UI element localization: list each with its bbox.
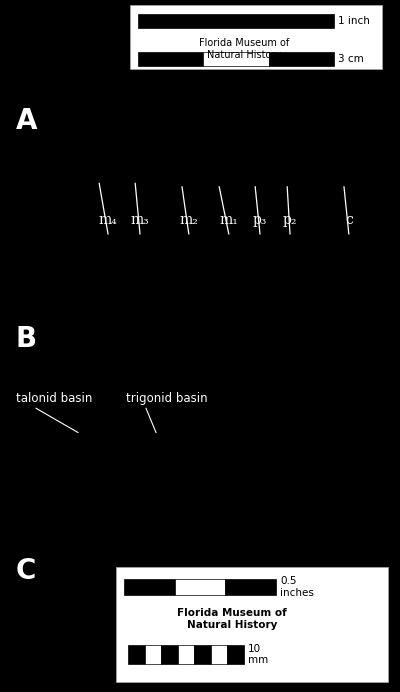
Text: B: B	[16, 325, 37, 353]
Text: 3 cm: 3 cm	[338, 54, 364, 64]
Text: trigonid basin: trigonid basin	[126, 392, 208, 405]
Bar	[138, 52, 203, 66]
Text: C: C	[16, 557, 36, 585]
Bar	[124, 579, 175, 595]
Text: Florida Museum of
Natural History: Florida Museum of Natural History	[177, 608, 287, 630]
Bar	[194, 645, 211, 664]
Text: A: A	[16, 107, 38, 135]
Text: 10
mm: 10 mm	[248, 644, 268, 666]
Bar	[161, 645, 178, 664]
Text: talonid basin: talonid basin	[16, 392, 92, 405]
Text: 1 inch: 1 inch	[338, 16, 370, 26]
Text: m₄: m₄	[99, 213, 117, 227]
Bar	[130, 5, 382, 69]
Text: c: c	[345, 213, 353, 227]
Bar	[138, 14, 334, 28]
Text: p₃: p₃	[253, 213, 267, 227]
Bar	[175, 579, 225, 595]
Text: Florida Museum of
Natural History: Florida Museum of Natural History	[199, 38, 289, 60]
Bar	[228, 645, 244, 664]
Bar	[128, 645, 144, 664]
Text: m₃: m₃	[131, 213, 149, 227]
Text: m₁: m₁	[220, 213, 238, 227]
Bar	[178, 645, 194, 664]
Bar	[211, 645, 228, 664]
Bar	[116, 567, 388, 682]
Text: 0.5
inches: 0.5 inches	[280, 576, 314, 598]
Bar	[269, 52, 334, 66]
Bar	[225, 579, 276, 595]
Bar	[203, 52, 269, 66]
Bar	[144, 645, 161, 664]
Text: p₂: p₂	[283, 213, 297, 227]
Text: m₂: m₂	[179, 213, 198, 227]
